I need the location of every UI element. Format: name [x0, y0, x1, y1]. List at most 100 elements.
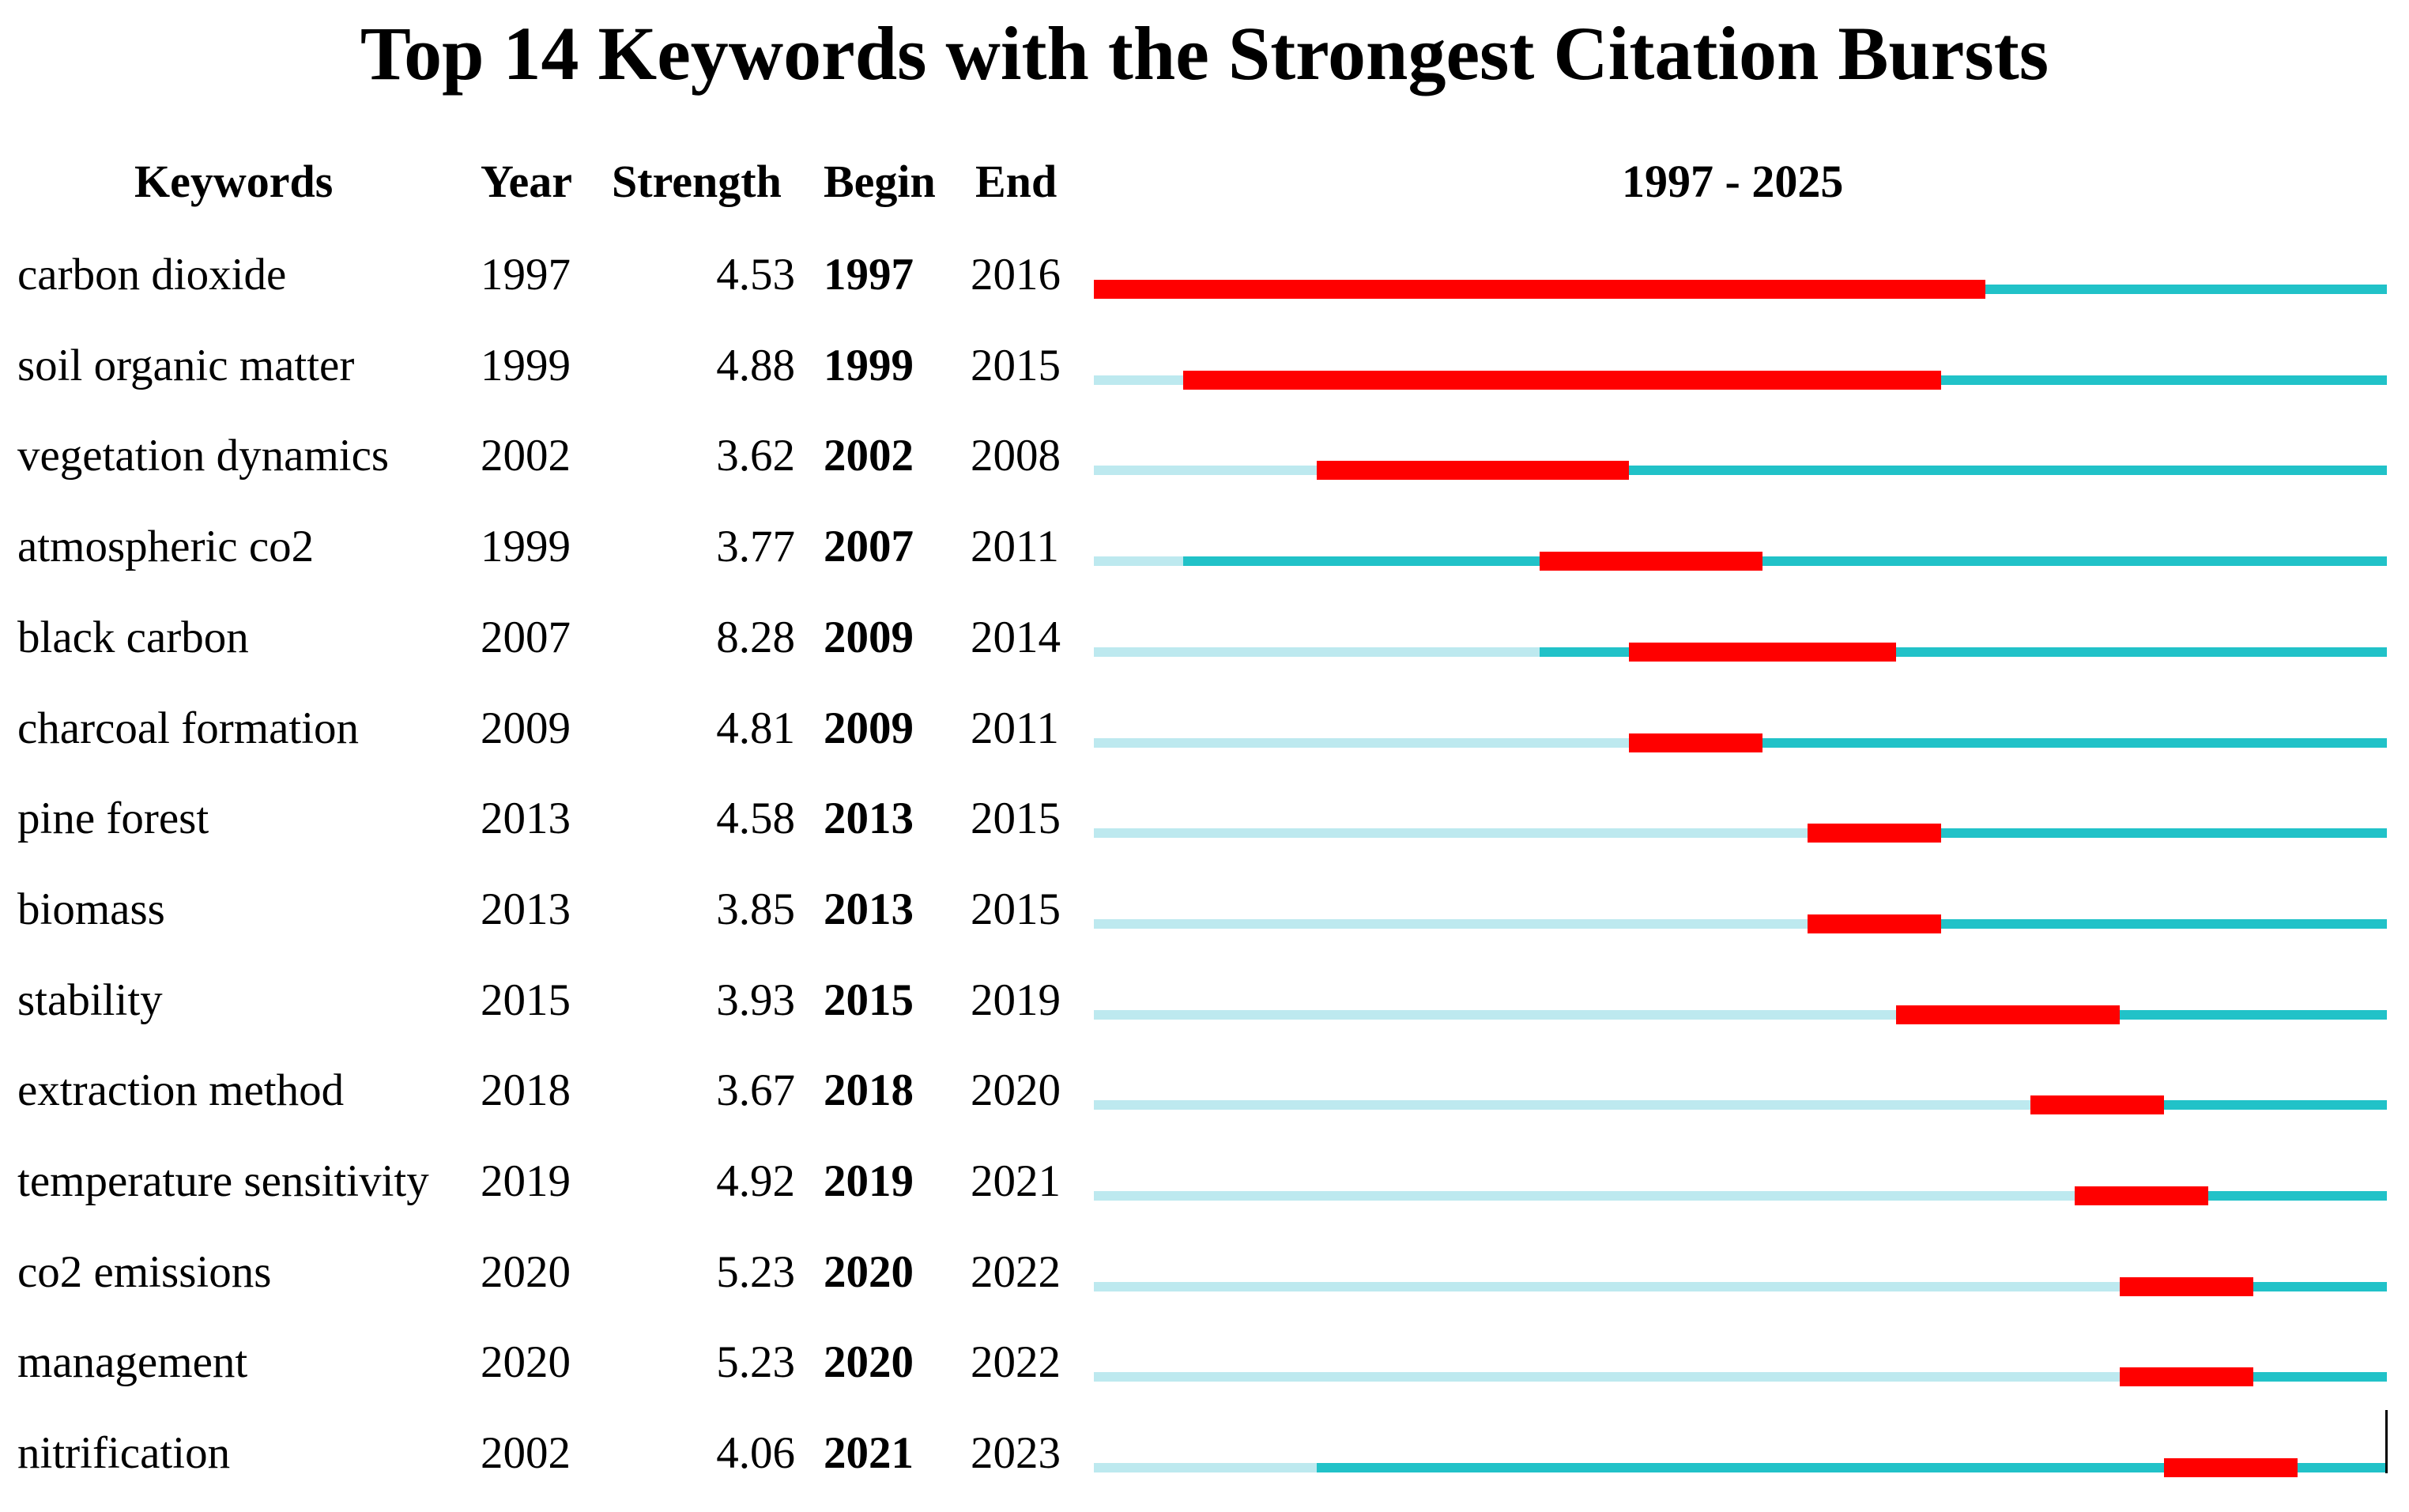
year-cell: 2020 — [481, 1246, 571, 1297]
strength-cell: 4.58 — [716, 794, 795, 844]
begin-cell: 2009 — [824, 703, 914, 753]
end-cell: 2011 — [971, 522, 1059, 572]
year-cell: 1999 — [481, 340, 571, 390]
timeline-before-appearance — [1094, 556, 1183, 567]
end-cell: 2014 — [971, 612, 1061, 662]
begin-cell: 2020 — [824, 1246, 914, 1297]
table-row: vegetation dynamics 2002 3.62 2002 2008 — [0, 424, 2409, 515]
timeline-after-appearance — [1317, 1463, 2387, 1473]
begin-cell: 2015 — [824, 975, 914, 1025]
timeline-end-marker — [2385, 1410, 2388, 1473]
burst-bar — [1807, 914, 1941, 933]
burst-bar — [1094, 280, 1986, 299]
end-cell: 2015 — [971, 794, 1061, 844]
burst-bar — [1896, 1005, 2120, 1024]
begin-cell: 2019 — [824, 1156, 914, 1206]
burst-bar — [2030, 1095, 2164, 1115]
end-cell: 2021 — [971, 1156, 1061, 1206]
end-cell: 2015 — [971, 340, 1061, 390]
end-cell: 2022 — [971, 1337, 1061, 1388]
header-begin: Begin — [824, 156, 936, 207]
strength-cell: 8.28 — [716, 612, 795, 662]
year-cell: 2009 — [481, 703, 571, 753]
year-cell: 2002 — [481, 431, 571, 481]
year-cell: 2002 — [481, 1428, 571, 1479]
table-row: atmospheric co2 1999 3.77 2007 2011 — [0, 515, 2409, 605]
header-keywords: Keywords — [134, 156, 334, 207]
burst-bar — [2119, 1367, 2253, 1387]
keyword-cell: extraction method — [17, 1065, 345, 1116]
end-cell: 2019 — [971, 975, 1061, 1025]
burst-bar — [2075, 1186, 2209, 1205]
table-row: black carbon 2007 8.28 2009 2014 — [0, 606, 2409, 696]
table-row: pine forest 2013 4.58 2013 2015 — [0, 787, 2409, 877]
keyword-cell: vegetation dynamics — [17, 431, 390, 481]
timeline-before-appearance — [1094, 1191, 2075, 1201]
table-row: co2 emissions 2020 5.23 2020 2022 — [0, 1241, 2409, 1331]
begin-cell: 1999 — [824, 340, 914, 390]
year-cell: 2013 — [481, 884, 571, 934]
timeline-before-appearance — [1094, 828, 1808, 839]
keyword-cell: carbon dioxide — [17, 250, 287, 300]
end-cell: 2015 — [971, 884, 1061, 934]
burst-bar — [2163, 1458, 2298, 1478]
table-row: biomass 2013 3.85 2013 2015 — [0, 878, 2409, 968]
strength-cell: 3.77 — [716, 522, 795, 572]
strength-cell: 4.92 — [716, 1156, 795, 1206]
header-year-range: 1997 - 2025 — [1622, 156, 1844, 207]
table-row: nitrification 2002 4.06 2021 2023 — [0, 1422, 2409, 1512]
timeline-after-appearance — [1807, 918, 2387, 929]
year-cell: 2020 — [481, 1337, 571, 1388]
table-row: charcoal formation 2009 4.81 2009 2011 — [0, 697, 2409, 787]
begin-cell: 2018 — [824, 1065, 914, 1116]
burst-bar — [1628, 733, 1763, 752]
keyword-cell: charcoal formation — [17, 703, 360, 753]
begin-cell: 1997 — [824, 250, 914, 300]
header-end: End — [975, 156, 1057, 207]
table-row: carbon dioxide 1997 4.53 1997 2016 — [0, 243, 2409, 334]
strength-cell: 3.67 — [716, 1065, 795, 1116]
strength-cell: 4.81 — [716, 703, 795, 753]
timeline-after-appearance — [1182, 556, 2387, 567]
burst-bar — [1317, 461, 1629, 481]
begin-cell: 2020 — [824, 1337, 914, 1388]
begin-cell: 2007 — [824, 522, 914, 572]
year-cell: 1997 — [481, 250, 571, 300]
timeline-before-appearance — [1094, 466, 1318, 476]
year-cell: 2015 — [481, 975, 571, 1025]
year-cell: 2019 — [481, 1156, 571, 1206]
keyword-cell: temperature sensitivity — [17, 1156, 429, 1206]
timeline-before-appearance — [1094, 375, 1183, 385]
end-cell: 2008 — [971, 431, 1061, 481]
strength-cell: 3.93 — [716, 975, 795, 1025]
strength-cell: 4.88 — [716, 340, 795, 390]
header-year: Year — [481, 156, 572, 207]
end-cell: 2011 — [971, 703, 1059, 753]
timeline-before-appearance — [1094, 1100, 2030, 1110]
keyword-cell: stability — [17, 975, 163, 1025]
strength-cell: 3.62 — [716, 431, 795, 481]
begin-cell: 2021 — [824, 1428, 914, 1479]
keyword-cell: co2 emissions — [17, 1246, 272, 1297]
timeline-before-appearance — [1094, 918, 1808, 929]
begin-cell: 2013 — [824, 794, 914, 844]
year-cell: 2018 — [481, 1065, 571, 1116]
table-row: extraction method 2018 3.67 2018 2020 — [0, 1059, 2409, 1149]
table-row: management 2020 5.23 2020 2022 — [0, 1331, 2409, 1421]
keyword-cell: black carbon — [17, 612, 249, 662]
burst-bar — [1540, 552, 1763, 571]
keyword-cell: pine forest — [17, 794, 209, 844]
timeline-before-appearance — [1094, 1463, 1318, 1473]
chart-title: Top 14 Keywords with the Strongest Citat… — [360, 11, 2049, 96]
strength-cell: 5.23 — [716, 1246, 795, 1297]
begin-cell: 2002 — [824, 431, 914, 481]
end-cell: 2022 — [971, 1246, 1061, 1297]
strength-cell: 4.06 — [716, 1428, 795, 1479]
table-row: soil organic matter 1999 4.88 1999 2015 — [0, 334, 2409, 424]
year-cell: 1999 — [481, 522, 571, 572]
timeline-before-appearance — [1094, 1281, 2120, 1291]
burst-bar — [2119, 1276, 2253, 1296]
end-cell: 2016 — [971, 250, 1061, 300]
table-row: temperature sensitivity 2019 4.92 2019 2021 — [0, 1150, 2409, 1240]
burst-bar — [1628, 642, 1897, 662]
